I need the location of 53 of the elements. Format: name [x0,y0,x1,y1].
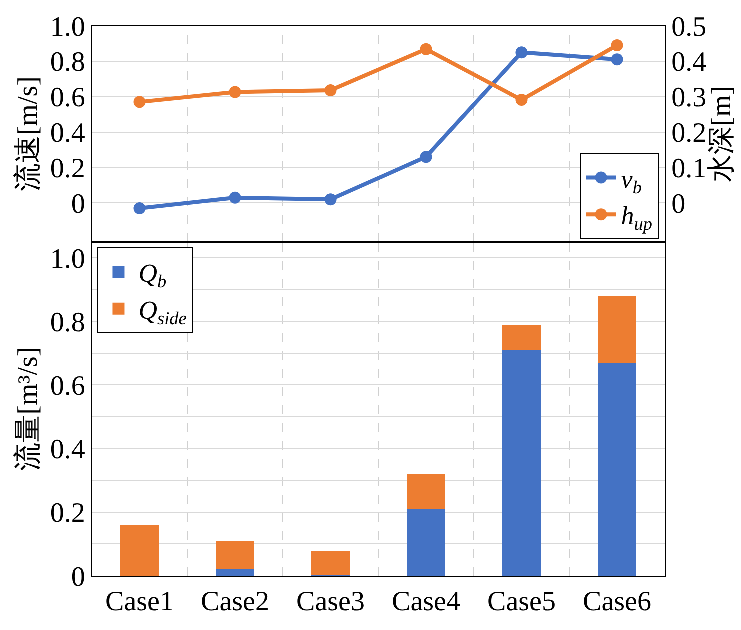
y-tick-label: 0.4 [50,118,86,150]
point [229,192,242,204]
point [611,54,624,66]
bar [120,525,159,576]
y-tick-label: 0.8 [50,307,86,338]
bar [216,541,254,570]
point [134,202,146,214]
y-tick-label: 0.6 [50,371,86,402]
y2-tick-label: 0.4 [672,47,707,78]
y-tick-label: 0.2 [50,154,86,185]
y-tick-label: 1.0 [50,244,86,275]
y-tick-label: 0.2 [50,498,86,530]
legend-label: h$_{up}$ [621,202,652,234]
point [516,94,528,106]
y-axis-title: 流量[m³/s] [13,347,44,471]
bar [598,296,636,363]
point [324,84,337,96]
point [324,194,337,206]
y2-tick-label: 0.5 [672,12,707,43]
legend-label: v$_{b}$ [621,164,642,198]
y-tick-label: 0.8 [50,47,86,78]
x-tick-label: Case1 [106,586,174,618]
bar [502,324,541,350]
bar [502,350,541,576]
point [611,39,624,52]
y-tick-label: 1.0 [50,12,86,43]
point [420,43,432,56]
y-tick-label: 0 [71,188,86,220]
y2-tick-label: 0.3 [672,82,707,114]
point [134,96,146,108]
x-tick-label: Case3 [296,586,365,618]
y-tick-label: 0.6 [50,82,86,114]
y-tick-label: 0.4 [50,434,86,466]
legend-label: Q$_{side}$ [138,296,187,328]
bar [407,474,446,510]
bar [407,509,446,576]
point [516,46,528,59]
point [420,151,432,164]
y-axis-title: 流速[m/s] [13,76,44,192]
bar [216,570,254,576]
bar [312,552,350,576]
x-tick-label: Case4 [392,586,460,618]
legend-label: Q$_{b}$ [138,259,167,292]
y2-tick-label: 0.1 [672,154,707,185]
y-tick-label: 0 [71,562,86,593]
x-tick-label: Case2 [201,586,270,618]
x-tick-label: Case6 [583,586,652,618]
y2-tick-label: 0 [672,188,686,220]
x-tick-label: Case5 [488,586,556,618]
y2-axis-title: 水深[m] [706,86,738,182]
point [229,86,242,98]
y2-tick-label: 0.2 [672,118,707,150]
bar [598,362,636,576]
